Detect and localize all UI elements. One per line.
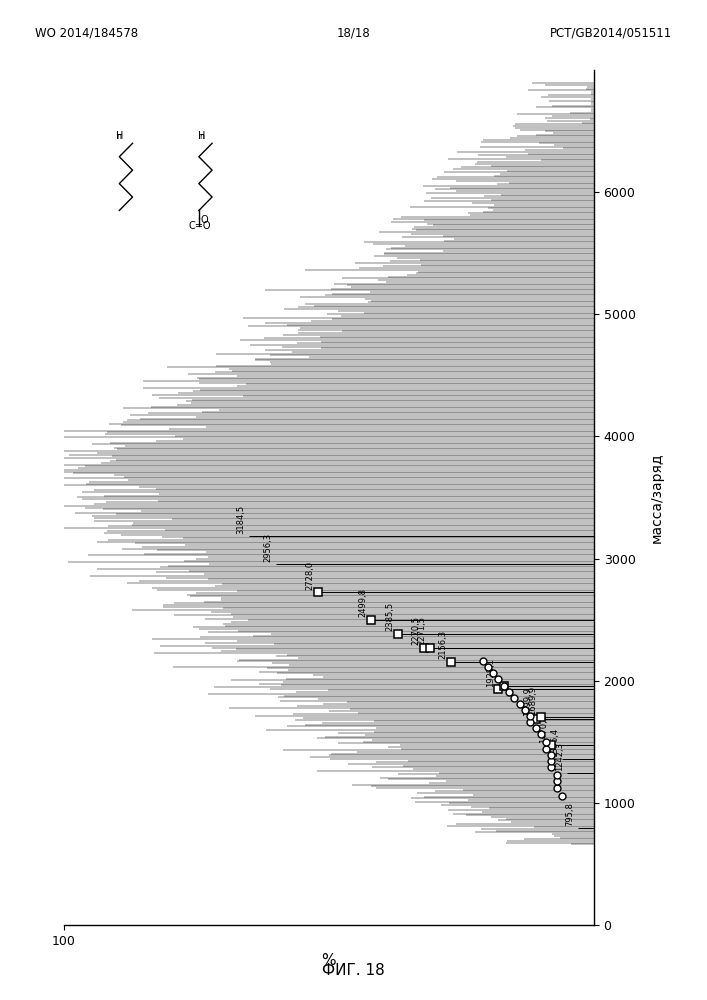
Text: PCT/GB2014/051511: PCT/GB2014/051511 xyxy=(549,26,672,39)
Text: 2499,8: 2499,8 xyxy=(358,588,368,617)
Text: O: O xyxy=(200,215,208,225)
Text: 2156,3: 2156,3 xyxy=(438,630,448,659)
Y-axis label: масса/заряд: масса/заряд xyxy=(650,452,663,543)
X-axis label: %: % xyxy=(322,953,336,968)
Text: 1242,3: 1242,3 xyxy=(555,742,564,771)
Text: 18/18: 18/18 xyxy=(337,26,370,39)
Text: ФИГ. 18: ФИГ. 18 xyxy=(322,963,385,978)
Text: 2270,5: 2270,5 xyxy=(411,616,421,645)
Text: 1699,9: 1699,9 xyxy=(523,687,532,716)
Text: 3184,5: 3184,5 xyxy=(237,505,246,534)
Text: n: n xyxy=(199,132,204,141)
Text: 1689,9: 1689,9 xyxy=(528,686,537,715)
Text: 1928,1: 1928,1 xyxy=(486,658,495,687)
Text: WO 2014/184578: WO 2014/184578 xyxy=(35,26,139,39)
Text: 2385,5: 2385,5 xyxy=(385,602,395,631)
Text: n: n xyxy=(117,132,122,141)
Text: 795,8: 795,8 xyxy=(566,802,575,826)
Text: H: H xyxy=(198,131,205,141)
Text: H: H xyxy=(116,131,123,141)
Text: 2271,5: 2271,5 xyxy=(417,616,426,645)
Text: C=O: C=O xyxy=(188,221,211,231)
Text: 2956,3: 2956,3 xyxy=(263,533,272,562)
Text: 1470,5: 1470,5 xyxy=(539,714,548,743)
Text: 1356,4: 1356,4 xyxy=(549,728,559,757)
Text: 2728,0: 2728,0 xyxy=(305,560,315,590)
